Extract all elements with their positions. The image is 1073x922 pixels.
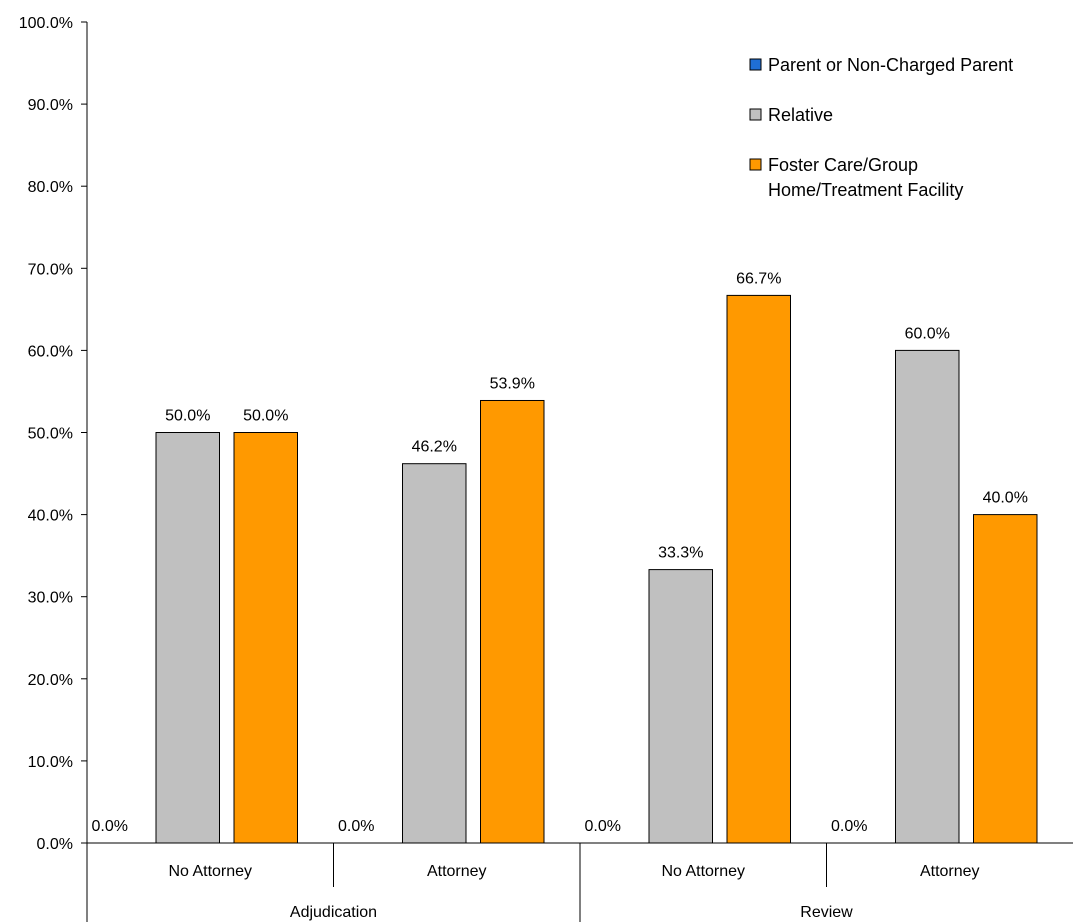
legend-swatch (749, 108, 762, 121)
data-label: 0.0% (338, 818, 374, 835)
y-axis-ticks: 0.0% 10.0% 20.0% 30.0% 40.0% 50.0% 60.0% 70.0% 8… (19, 15, 87, 853)
category-label: No Attorney (661, 863, 745, 880)
bar (480, 399, 545, 844)
category-label: Attorney (920, 863, 980, 880)
y-tick-label: 50.0% (28, 426, 73, 443)
y-tick-label: 0.0% (37, 836, 73, 853)
bar (233, 432, 298, 844)
y-tick-label: 20.0% (28, 672, 73, 689)
bar (402, 463, 467, 844)
axes (86, 22, 1073, 922)
y-tick-label: 70.0% (28, 261, 73, 278)
y-tick-label: 10.0% (28, 754, 73, 771)
data-label: 33.3% (658, 545, 703, 562)
legend: Parent or Non-Charged Parent Relative Fost… (749, 55, 1013, 200)
y-tick-label: 30.0% (28, 590, 73, 607)
bar (648, 569, 713, 844)
data-label: 46.2% (412, 439, 457, 456)
x-axis-categories: No Attorney Attorney No Attorney Attorney Ad… (168, 863, 979, 921)
data-label: 40.0% (983, 490, 1028, 507)
data-label: 0.0% (92, 818, 128, 835)
group-label: Review (800, 904, 853, 921)
data-label: 50.0% (243, 408, 288, 425)
data-label: 50.0% (165, 408, 210, 425)
data-labels: 0.0% 0.0% 0.0% 0.0% 50.0% 46.2% 33.3% 60.0% 50.0… (92, 270, 1028, 835)
bar (973, 514, 1038, 844)
legend-label: Relative (768, 105, 833, 125)
legend-swatch (749, 158, 762, 171)
y-tick-label: 40.0% (28, 508, 73, 525)
legend-label: Foster Care/Group (768, 155, 918, 175)
y-tick-label: 90.0% (28, 97, 73, 114)
data-label: 60.0% (905, 325, 950, 342)
category-label: No Attorney (168, 863, 252, 880)
bars (155, 294, 1038, 844)
data-label: 0.0% (831, 818, 867, 835)
bar (726, 294, 791, 844)
y-tick-label: 80.0% (28, 179, 73, 196)
bar (895, 349, 960, 844)
legend-swatch (749, 58, 762, 71)
category-label: Attorney (427, 863, 487, 880)
data-label: 66.7% (736, 270, 781, 287)
data-label: 0.0% (585, 818, 621, 835)
legend-label: Home/Treatment Facility (768, 180, 963, 200)
y-tick-label: 60.0% (28, 343, 73, 360)
y-tick-label: 100.0% (19, 15, 73, 32)
bar (155, 432, 220, 844)
data-label: 53.9% (490, 375, 535, 392)
group-label: Adjudication (290, 904, 377, 921)
legend-label: Parent or Non-Charged Parent (768, 55, 1013, 75)
